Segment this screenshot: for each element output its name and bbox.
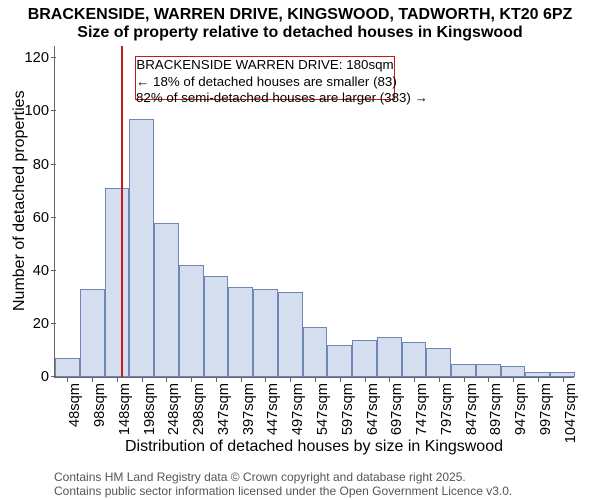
chart-title-line1: BRACKENSIDE, WARREN DRIVE, KINGSWOOD, TA… xyxy=(0,6,600,24)
y-axis-label: Number of detached properties xyxy=(11,111,29,311)
x-tick-mark xyxy=(67,377,68,382)
x-tick-label: 897sqm xyxy=(488,383,504,435)
x-tick-mark xyxy=(389,377,390,382)
x-tick-mark xyxy=(538,377,539,382)
y-tick: 100 xyxy=(25,103,55,119)
histogram-bar xyxy=(154,223,179,377)
histogram-bar xyxy=(228,287,253,377)
x-tick-mark xyxy=(216,377,217,382)
histogram-bar xyxy=(80,289,105,377)
histogram-bar xyxy=(501,366,526,377)
histogram-bar xyxy=(253,289,278,377)
x-tick-label: 697sqm xyxy=(389,383,405,435)
histogram-bar xyxy=(426,348,451,377)
x-tick-mark xyxy=(290,377,291,382)
histogram-bar xyxy=(129,119,154,377)
y-tick: 20 xyxy=(33,316,55,332)
histogram-bar xyxy=(55,358,80,377)
annotation-box: BRACKENSIDE WARREN DRIVE: 180sqm← 18% of… xyxy=(135,56,395,100)
chart-title-line2: Size of property relative to detached ho… xyxy=(0,24,600,42)
footer-line2: Contains public sector information licen… xyxy=(54,484,512,498)
annotation-line: ← 18% of detached houses are smaller (83… xyxy=(136,74,394,91)
x-tick-mark xyxy=(365,377,366,382)
x-tick-label: 198sqm xyxy=(142,383,158,435)
footer-attribution: Contains HM Land Registry data © Crown c… xyxy=(54,470,512,498)
histogram-bar xyxy=(476,364,501,377)
x-tick-label: 48sqm xyxy=(67,383,83,427)
reference-line xyxy=(121,46,123,377)
x-tick-mark xyxy=(117,377,118,382)
x-tick-mark xyxy=(241,377,242,382)
annotation-line: 82% of semi-detached houses are larger (… xyxy=(136,90,394,107)
histogram-bar xyxy=(327,345,352,377)
x-tick-label: 947sqm xyxy=(513,383,529,435)
x-tick-mark xyxy=(563,377,564,382)
x-tick-label: 298sqm xyxy=(191,383,207,435)
x-tick-mark xyxy=(464,377,465,382)
x-tick-label: 248sqm xyxy=(166,383,182,435)
x-tick-label: 997sqm xyxy=(538,383,554,435)
x-tick-label: 347sqm xyxy=(216,383,232,435)
annotation-line: BRACKENSIDE WARREN DRIVE: 180sqm xyxy=(136,57,394,74)
chart-title: BRACKENSIDE, WARREN DRIVE, KINGSWOOD, TA… xyxy=(0,6,600,42)
x-tick-mark xyxy=(414,377,415,382)
x-tick-label: 497sqm xyxy=(290,383,306,435)
x-tick-label: 847sqm xyxy=(464,383,480,435)
histogram-bar xyxy=(451,364,476,377)
x-tick-mark xyxy=(513,377,514,382)
x-tick-label: 148sqm xyxy=(117,383,133,435)
histogram-bar xyxy=(303,327,328,377)
x-tick-mark xyxy=(265,377,266,382)
x-tick-mark xyxy=(166,377,167,382)
x-tick-mark xyxy=(340,377,341,382)
x-tick-mark xyxy=(142,377,143,382)
histogram-bar xyxy=(278,292,303,377)
histogram-bar xyxy=(179,265,204,377)
x-tick-label: 747sqm xyxy=(414,383,430,435)
x-tick-mark xyxy=(488,377,489,382)
x-tick-label: 547sqm xyxy=(315,383,331,435)
y-tick: 80 xyxy=(33,157,55,173)
footer-line1: Contains HM Land Registry data © Crown c… xyxy=(54,470,512,484)
x-tick-label: 98sqm xyxy=(92,383,108,427)
y-tick: 0 xyxy=(41,369,55,385)
x-tick-label: 447sqm xyxy=(265,383,281,435)
x-tick-label: 1047sqm xyxy=(563,383,579,443)
y-tick: 120 xyxy=(25,50,55,66)
histogram-bar xyxy=(377,337,402,377)
x-tick-mark xyxy=(92,377,93,382)
x-tick-label: 647sqm xyxy=(365,383,381,435)
x-tick-label: 597sqm xyxy=(340,383,356,435)
histogram-bar xyxy=(204,276,229,377)
histogram-bar xyxy=(352,340,377,377)
histogram-bar xyxy=(105,188,130,377)
y-tick: 60 xyxy=(33,210,55,226)
x-tick-mark xyxy=(315,377,316,382)
x-tick-mark xyxy=(191,377,192,382)
x-tick-label: 397sqm xyxy=(241,383,257,435)
x-tick-mark xyxy=(439,377,440,382)
x-tick-label: 797sqm xyxy=(439,383,455,435)
x-axis-label: Distribution of detached houses by size … xyxy=(54,438,574,456)
y-tick: 40 xyxy=(33,263,55,279)
histogram-bar xyxy=(402,342,427,377)
